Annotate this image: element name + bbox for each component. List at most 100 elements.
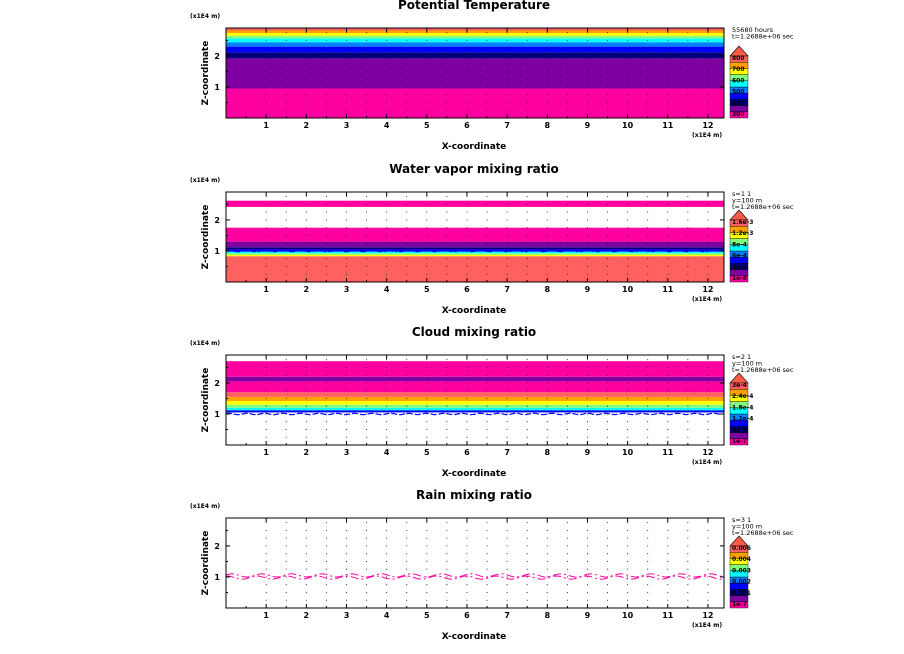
grid-dot: [687, 78, 689, 80]
grid-dot: [526, 545, 528, 547]
x-tick-label: 11: [662, 285, 674, 294]
grid-dot: [345, 599, 348, 601]
grid-dot: [546, 47, 548, 49]
grid-dot: [305, 560, 307, 562]
grid-dot: [647, 382, 649, 384]
grid-dot: [386, 211, 388, 213]
x-tick-label: 12: [702, 121, 713, 130]
colorbar-label: 0.003: [732, 567, 751, 574]
grid-dot: [426, 94, 428, 96]
grid-dot: [446, 94, 448, 96]
grid-dot: [627, 242, 629, 244]
grid-dot: [627, 219, 629, 221]
grid-dot: [506, 374, 508, 376]
contour-band: [226, 38, 724, 43]
grid-dot: [466, 32, 468, 34]
grid-dot: [586, 599, 589, 601]
grid-dot: [647, 203, 649, 205]
grid-dot: [586, 70, 589, 72]
grid-dot: [466, 94, 468, 96]
grid-dot: [345, 374, 348, 376]
grid-dot: [506, 109, 508, 111]
grid-dot: [406, 436, 408, 438]
grid-dot: [566, 584, 568, 586]
grid-dot: [707, 359, 709, 361]
grid-dot: [606, 366, 609, 368]
grid-dot: [687, 86, 689, 88]
grid-dot: [667, 78, 669, 80]
grid-dot: [285, 405, 287, 407]
grid-dot: [386, 242, 388, 244]
grid-dot: [546, 273, 548, 275]
grid-dot: [325, 101, 327, 104]
grid-dot: [667, 584, 669, 586]
grid-dot: [627, 265, 629, 268]
grid-dot: [285, 196, 287, 198]
grid-dot: [566, 568, 568, 570]
grid-dot: [345, 86, 348, 88]
grid-dot: [345, 94, 348, 96]
z-tick-label: 2: [214, 542, 220, 551]
grid-dot: [506, 211, 508, 213]
grid-dot: [586, 382, 589, 384]
grid-dot: [366, 219, 368, 221]
grid-dot: [426, 258, 428, 260]
grid-dot: [406, 39, 408, 41]
grid-dot: [707, 599, 709, 601]
grid-dot: [506, 86, 508, 88]
chart-panel-3: Cloud mixing ratio(x1E4 m)1 2 3 4 5 6 7 8 9 10 11 1…: [190, 325, 794, 479]
grid-dot: [446, 560, 448, 562]
grid-dot: [406, 234, 408, 236]
grid-dot: [325, 382, 327, 384]
grid-dot: [366, 405, 368, 407]
grid-dot: [566, 553, 568, 555]
grid-dot: [386, 568, 388, 570]
grid-dot: [566, 94, 568, 96]
contour-band: [226, 410, 724, 413]
grid-dot: [667, 265, 669, 268]
x-tick-label: 1: [263, 448, 269, 457]
grid-dot: [366, 599, 368, 601]
z-tick-label: 2: [214, 379, 220, 388]
grid-dot: [305, 234, 307, 236]
grid-dot: [546, 413, 548, 415]
grid-dot: [566, 428, 568, 431]
grid-dot: [305, 421, 307, 423]
grid-dot: [466, 242, 468, 244]
grid-dot: [506, 560, 508, 562]
z-tick-label: 1: [214, 410, 220, 419]
grid-dot: [386, 258, 388, 260]
grid-dot: [265, 273, 267, 275]
grid-dot: [345, 258, 348, 260]
colorbar-label: 1.2e-4: [732, 416, 753, 423]
grid-dot: [426, 219, 428, 221]
colorbar-label: 700: [732, 66, 745, 73]
grid-dot: [486, 211, 488, 213]
grid-dot: [386, 436, 388, 438]
grid-dot: [606, 242, 609, 244]
grid-dot: [366, 265, 368, 268]
grid-dot: [566, 359, 568, 361]
grid-dot: [305, 63, 307, 65]
grid-dot: [566, 436, 568, 438]
grid-dot: [406, 55, 408, 57]
grid-dot: [466, 560, 468, 562]
grid-dot: [667, 537, 669, 539]
grid-dot: [707, 397, 709, 399]
grid-dot: [486, 32, 488, 34]
grid-dot: [406, 47, 408, 49]
grid-dot: [426, 227, 428, 229]
grid-dot: [586, 584, 589, 586]
grid-dot: [606, 234, 609, 236]
grid-dot: [305, 405, 307, 407]
grid-dot: [466, 258, 468, 260]
grid-dot: [366, 428, 368, 431]
grid-dot: [386, 537, 388, 539]
grid-dot: [486, 63, 488, 65]
grid-dot: [325, 529, 327, 531]
grid-dot: [506, 273, 508, 275]
grid-dot: [707, 86, 709, 88]
grid-dot: [466, 397, 468, 399]
grid-dot: [426, 265, 428, 268]
grid-dot: [526, 234, 528, 236]
